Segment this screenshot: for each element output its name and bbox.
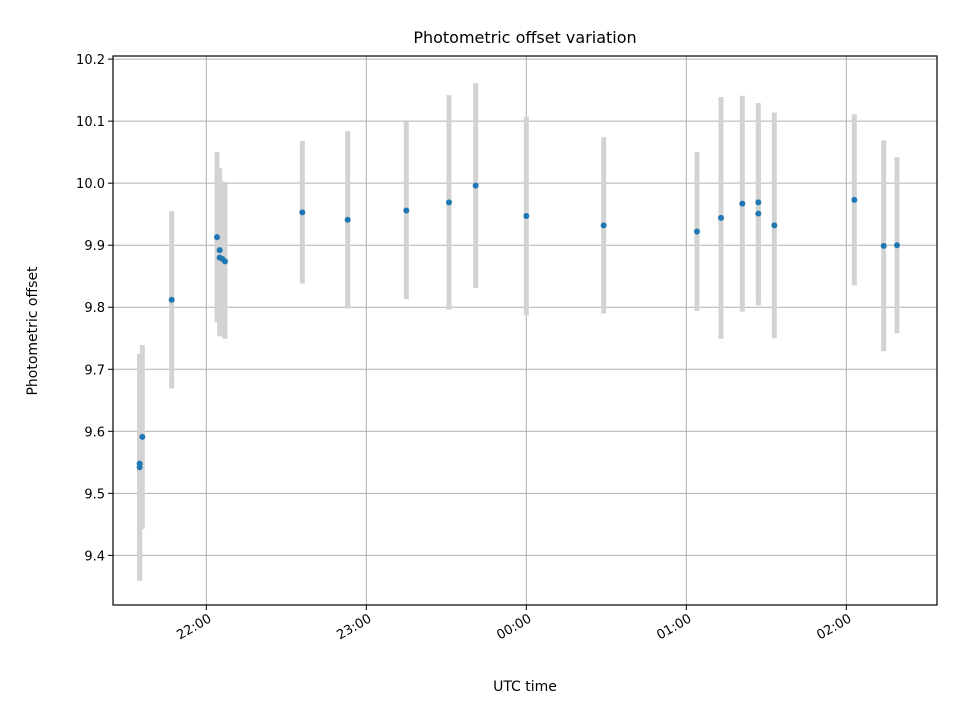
data-point [771, 222, 778, 229]
y-axis-label: Photometric offset [25, 266, 41, 396]
data-point [299, 209, 306, 216]
data-point [523, 213, 530, 220]
grid [113, 56, 937, 605]
y-tick-label: 9.8 [84, 301, 105, 316]
y-tick-label: 9.9 [84, 239, 105, 254]
data-point [472, 182, 479, 189]
data-point [755, 210, 762, 217]
data-point [168, 296, 175, 303]
data-point [214, 234, 220, 241]
data-point [403, 207, 410, 214]
data-point [446, 199, 452, 206]
data-point [755, 199, 762, 206]
data-point [216, 247, 223, 254]
y-tick-label: 9.4 [84, 549, 105, 564]
y-tick-label: 9.7 [84, 363, 105, 378]
data-point [880, 242, 887, 249]
data-point [894, 242, 900, 249]
data-point [851, 196, 858, 203]
y-tick-label: 10.1 [76, 115, 105, 130]
data-point [222, 258, 228, 265]
y-tick-label: 10.2 [76, 53, 105, 68]
data-point [344, 216, 351, 223]
y-tick-label: 9.5 [84, 487, 105, 502]
x-axis-label: UTC time [493, 679, 557, 695]
data-point [718, 214, 724, 221]
y-tick-label: 9.6 [84, 425, 105, 440]
data-point [739, 200, 746, 207]
data-point [694, 228, 700, 235]
data-points [136, 182, 900, 471]
data-point [600, 222, 607, 229]
data-point [139, 433, 146, 440]
chart-title: Photometric offset variation [413, 28, 636, 47]
plot-frame [112, 55, 938, 606]
data-point [136, 460, 143, 467]
y-tick-label: 10.0 [76, 177, 105, 192]
